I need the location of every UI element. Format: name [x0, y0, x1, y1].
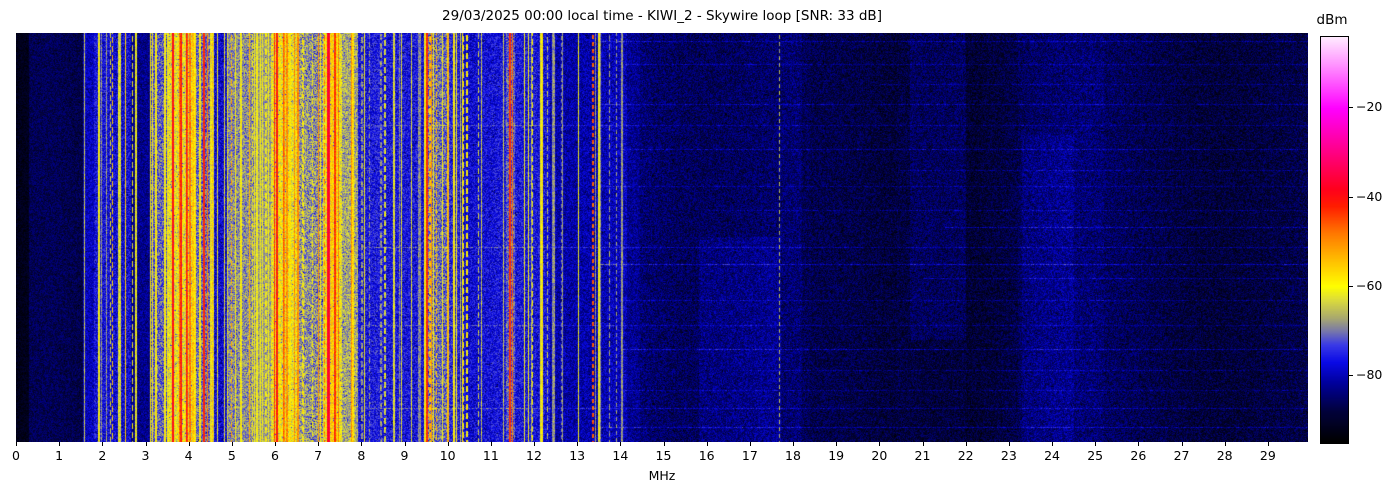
x-axis-tick-label: 9 — [400, 448, 409, 463]
x-axis-tick-label: 18 — [785, 448, 801, 463]
x-axis-tick — [1008, 442, 1010, 446]
x-axis-tick — [706, 442, 708, 446]
x-axis-tick-label: 17 — [741, 448, 758, 463]
colorbar-tick — [1349, 107, 1353, 109]
x-axis-tick-label: 6 — [271, 448, 279, 463]
x-axis-tick — [577, 442, 579, 446]
x-axis-tick-label: 0 — [12, 448, 20, 463]
x-axis-tick-label: 12 — [526, 448, 542, 463]
x-axis-tick-label: 21 — [914, 448, 931, 463]
x-axis-tick — [145, 442, 147, 446]
x-axis-tick — [1138, 442, 1140, 446]
x-axis-tick-label: 29 — [1259, 448, 1276, 463]
x-axis-tick-label: 25 — [1087, 448, 1104, 463]
colorbar-tick-label: −60 — [1356, 277, 1383, 293]
x-axis-tick-label: 24 — [1044, 448, 1060, 463]
x-axis-tick — [879, 442, 881, 446]
colorbar-tick-label: −20 — [1356, 99, 1383, 115]
x-axis-tick — [59, 442, 61, 446]
x-axis-tick-label: 5 — [227, 448, 236, 463]
x-axis-tick — [447, 442, 449, 446]
x-axis-tick-label: 11 — [482, 448, 499, 463]
x-axis-tick — [490, 442, 492, 446]
colorbar-unit-label: dBm — [1316, 12, 1348, 28]
x-axis-tick — [534, 442, 535, 446]
x-axis-tick — [1095, 442, 1097, 446]
x-axis-tick — [1224, 442, 1226, 446]
x-axis-tick — [922, 442, 924, 446]
plot-title: 29/03/2025 00:00 local time - KIWI_2 - S… — [442, 8, 882, 24]
x-axis-tick — [188, 442, 190, 446]
x-axis-tick — [231, 442, 233, 446]
x-axis-tick — [663, 442, 665, 446]
colorbar-tick-label: −40 — [1356, 188, 1383, 204]
x-axis-tick-label: 13 — [569, 448, 586, 463]
x-axis-tick — [318, 442, 320, 446]
x-axis-tick — [965, 442, 967, 446]
x-axis-tick — [793, 442, 794, 446]
x-axis-tick-label: 8 — [357, 448, 366, 463]
x-axis-tick — [102, 442, 104, 446]
colorbar-tick — [1349, 375, 1353, 377]
x-axis-tick-label: 10 — [439, 448, 456, 463]
x-axis-tick — [836, 442, 838, 446]
x-axis-tick-label: 27 — [1173, 448, 1190, 463]
x-axis-tick-label: 7 — [314, 448, 323, 463]
x-axis-tick-label: 2 — [98, 448, 107, 463]
colorbar-tick — [1349, 196, 1353, 198]
x-axis-tick — [404, 442, 406, 446]
x-axis-tick — [749, 442, 751, 446]
x-axis-tick — [275, 442, 276, 446]
colorbar-tick — [1349, 285, 1353, 287]
x-axis-tick-label: 3 — [141, 448, 150, 463]
colorbar — [1320, 36, 1349, 444]
colorbar-tick-label: −80 — [1356, 367, 1383, 383]
x-axis-unit-label: MHz — [648, 468, 676, 483]
x-axis-tick-label: 1 — [55, 448, 64, 463]
waterfall-spectrogram-canvas — [16, 33, 1308, 442]
x-axis-tick — [1052, 442, 1054, 446]
x-axis-tick — [1181, 442, 1183, 446]
x-axis-tick-label: 20 — [871, 448, 888, 463]
x-axis-tick — [16, 442, 17, 446]
x-axis-tick-label: 26 — [1130, 448, 1147, 463]
x-axis-tick — [620, 442, 622, 446]
x-axis-tick-label: 28 — [1216, 448, 1233, 463]
x-axis-tick-label: 19 — [828, 448, 845, 463]
x-axis-tick — [361, 442, 363, 446]
x-axis-tick-label: 22 — [957, 448, 974, 463]
x-axis-tick-label: 15 — [655, 448, 672, 463]
x-axis-tick-label: 14 — [612, 448, 629, 463]
x-axis-tick-label: 4 — [184, 448, 193, 463]
x-axis-tick — [1267, 442, 1269, 446]
x-axis-tick-label: 16 — [698, 448, 715, 463]
x-axis-tick-label: 23 — [1000, 448, 1017, 463]
